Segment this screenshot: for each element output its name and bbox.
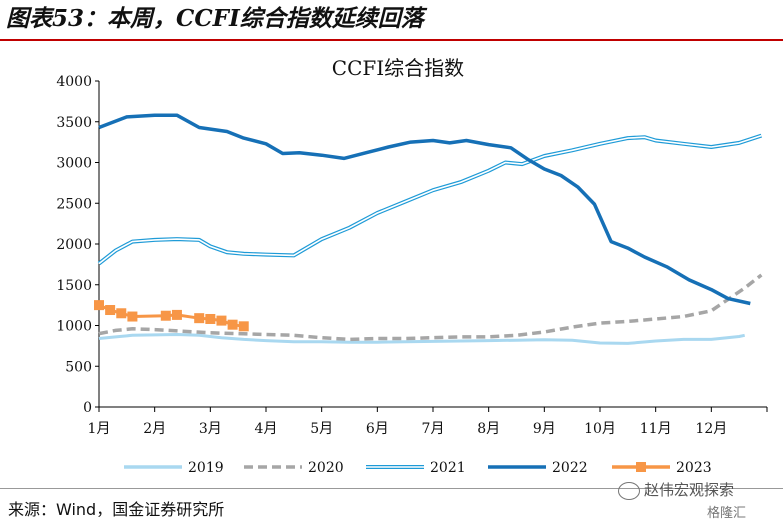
series-line-2021-inner <box>98 134 762 265</box>
series-line-2019 <box>98 333 746 345</box>
legend-label-2022: 2022 <box>552 460 588 476</box>
chart-title: CCFI综合指数 <box>332 56 464 80</box>
data-point-2023 <box>205 313 216 324</box>
y-tick-label: 4000 <box>56 74 92 90</box>
data-point-2023 <box>171 309 182 320</box>
data-point-2023 <box>194 313 205 324</box>
x-tick-label: 8月 <box>477 421 500 437</box>
x-tick-label: 2月 <box>143 421 166 437</box>
x-tick-label: 1月 <box>88 421 111 437</box>
watermark-text: 赵伟宏观探索 <box>644 481 735 499</box>
legend-label-2021: 2021 <box>430 460 466 476</box>
series-line-2022 <box>98 113 751 306</box>
wechat-icon <box>618 481 640 500</box>
data-point-2023 <box>160 310 171 321</box>
x-tick-label: 10月 <box>584 421 616 437</box>
chart-legend: 2019 2020 2021 2022 2023 <box>124 460 712 476</box>
x-tick-label: 12月 <box>695 421 727 437</box>
ccfi-line-chart: CCFI综合指数 0 500 1000 1500 2000 2500 3000 3500 400… <box>56 56 768 476</box>
series-line-2020 <box>98 273 763 342</box>
y-tick-label: 1000 <box>56 319 92 335</box>
x-tick-label: 6月 <box>366 421 389 437</box>
legend-label-2023: 2023 <box>676 460 712 476</box>
data-point-2023 <box>216 315 227 326</box>
watermark-small: 格隆汇 <box>707 506 747 521</box>
source-note: 来源：Wind，国金证券研究所 <box>8 500 225 519</box>
watermark: 赵伟宏观探索 <box>618 478 734 502</box>
series-line-2021 <box>97 133 763 266</box>
data-point-2023 <box>116 308 127 319</box>
x-tick-label: 3月 <box>199 421 222 437</box>
data-point-2023 <box>127 311 138 322</box>
data-point-2023 <box>94 300 104 311</box>
x-tick-label: 7月 <box>422 421 445 437</box>
chart-axes: 0 500 1000 1500 2000 2500 3000 3500 4000 1月 2月 3月 4月… <box>56 74 768 437</box>
y-tick-label: 2000 <box>56 237 92 253</box>
footer-divider <box>0 488 783 489</box>
y-tick-label: 3000 <box>56 156 92 172</box>
y-tick-label: 0 <box>83 400 92 416</box>
legend-marker-2023 <box>636 462 646 472</box>
y-tick-label: 1500 <box>56 278 92 294</box>
figure-title: 图表53：本周，CCFI综合指数延续回落 <box>6 5 424 32</box>
x-tick-label: 11月 <box>640 421 672 437</box>
y-tick-label: 3500 <box>56 115 92 131</box>
chart-series-lines <box>94 113 763 345</box>
legend-label-2019: 2019 <box>188 460 224 476</box>
title-divider <box>0 39 783 41</box>
data-point-2023 <box>227 319 238 330</box>
y-tick-label: 2500 <box>56 196 92 212</box>
data-point-2023 <box>238 321 249 332</box>
y-tick-label: 500 <box>65 359 92 375</box>
data-point-2023 <box>105 305 116 316</box>
legend-label-2020: 2020 <box>308 460 344 476</box>
x-tick-label: 4月 <box>255 421 278 437</box>
x-tick-label: 5月 <box>310 421 333 437</box>
x-tick-label: 9月 <box>533 421 556 437</box>
